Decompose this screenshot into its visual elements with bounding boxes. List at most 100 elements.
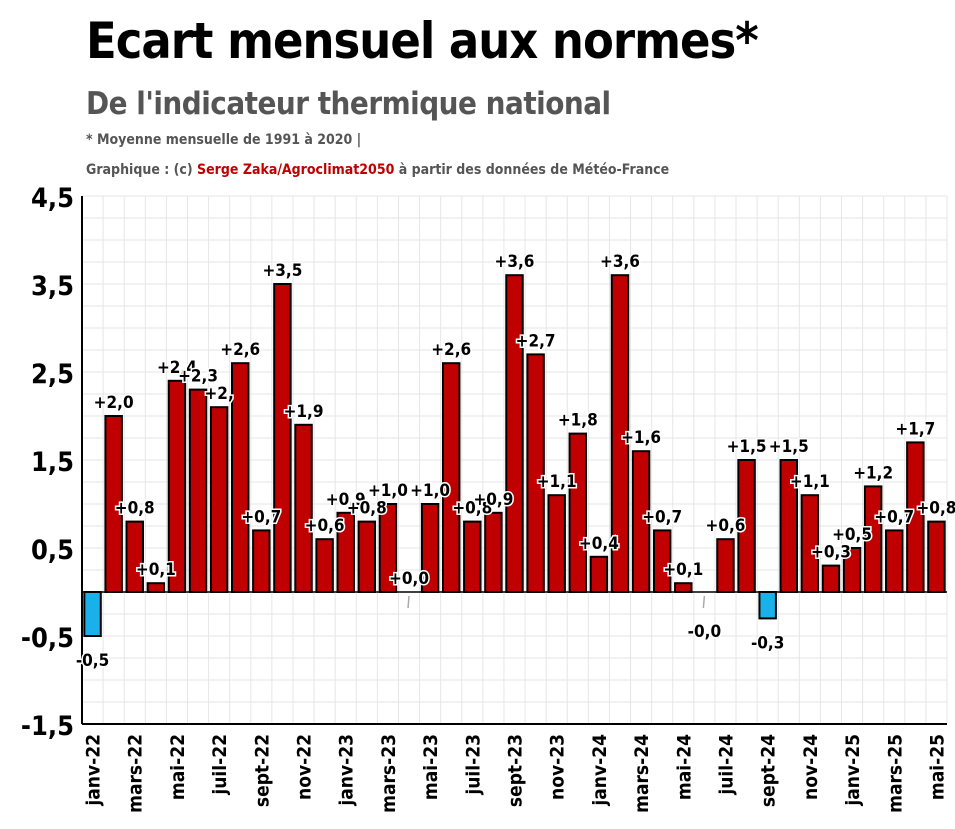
bar: [505, 274, 524, 593]
bar: [146, 582, 166, 594]
data-label: -0,0: [688, 622, 721, 642]
bar: [83, 591, 102, 637]
bar: [463, 520, 482, 593]
credit-line: Graphique : (c) Serge Zaka/Agroclimat205…: [86, 162, 669, 178]
bar: [589, 555, 609, 593]
x-tick-label: mars-23: [378, 734, 400, 813]
x-tick-label: nov-24: [800, 734, 822, 800]
x-tick-label: mars-24: [631, 734, 653, 813]
y-tick-label: -0,5: [21, 623, 74, 654]
data-label: +1,1: [790, 472, 830, 492]
data-label: +1,2: [853, 463, 893, 483]
x-tick-label: nov-22: [294, 734, 316, 800]
bar: [927, 520, 946, 593]
data-label: +2,0: [94, 393, 134, 413]
data-label: +0,1: [136, 560, 176, 580]
data-label: +2,3: [178, 367, 218, 387]
data-label: +2,7: [516, 331, 556, 351]
data-label: +2,6: [220, 340, 260, 360]
data-label: +0,6: [706, 516, 746, 536]
bar: [568, 432, 588, 593]
data-label: +0,5: [832, 525, 872, 545]
bar: [885, 529, 904, 594]
y-tick-label: 1,5: [31, 447, 74, 478]
bar: [125, 520, 144, 593]
x-tick-label: mai-22: [167, 734, 189, 800]
y-tick-label: 0,5: [31, 535, 74, 566]
bar: [188, 388, 208, 593]
x-tick-label: juil-24: [715, 734, 737, 796]
bar-zero-marker: [702, 595, 706, 609]
bar-zero-marker: [407, 595, 410, 609]
data-label: +0,6: [305, 516, 345, 536]
y-tick-label: 2,5: [31, 359, 74, 390]
x-tick-label: juil-22: [209, 734, 231, 796]
data-label: +3,5: [262, 261, 302, 281]
x-tick-label: mars-22: [125, 734, 147, 813]
y-tick-label: -1,5: [21, 711, 74, 742]
data-label: +0,7: [241, 507, 281, 527]
x-tick-label: janv-24: [589, 734, 611, 807]
bar: [716, 538, 735, 594]
data-label: +0,8: [115, 499, 155, 519]
data-label: +0,1: [663, 560, 703, 580]
credit-suffix: à partir des données de Météo-France: [394, 162, 670, 178]
data-label: +0,3: [811, 543, 851, 563]
data-label: +0,4: [579, 534, 619, 554]
bar: [273, 283, 292, 593]
x-tick-label: nov-23: [547, 734, 569, 800]
normals-note: * Moyenne mensuelle de 1991 à 2020 |: [86, 132, 362, 148]
data-label: +3,6: [495, 252, 535, 272]
data-label: +0,8: [452, 499, 492, 519]
data-label: +1,0: [368, 481, 408, 501]
page-title: Ecart mensuel aux normes*: [86, 12, 759, 70]
data-label: +1,7: [895, 419, 935, 439]
data-label: +1,0: [410, 481, 450, 501]
data-label: +0,8: [347, 499, 387, 519]
data-label: +1,9: [284, 402, 324, 422]
x-tick-label: janv-23: [336, 734, 358, 807]
data-label: +2,4: [157, 358, 197, 378]
data-label: +0,7: [874, 507, 914, 527]
page-subtitle: De l'indicateur thermique national: [86, 86, 611, 122]
data-label: +0,7: [642, 507, 682, 527]
data-label: +3,6: [600, 252, 640, 272]
data-label: +0,9: [473, 490, 513, 510]
bar: [231, 362, 250, 594]
data-label: +0,9: [326, 490, 366, 510]
data-label: -0,5: [76, 651, 109, 671]
bar: [315, 538, 334, 594]
bar: [294, 423, 313, 593]
bar: [821, 564, 841, 593]
x-tick-label: mai-23: [420, 734, 442, 800]
credit-prefix: Graphique : (c): [86, 162, 198, 178]
bar: [674, 582, 693, 594]
bar: [484, 511, 503, 593]
x-tick-label: sept-24: [758, 734, 780, 807]
data-label: +2,6: [431, 340, 471, 360]
x-tick-label: mai-24: [673, 734, 695, 800]
x-tick-label: sept-23: [505, 734, 527, 807]
x-tick-label: mai-25: [926, 734, 948, 800]
x-tick-label: janv-22: [83, 734, 105, 807]
data-label: +0,8: [916, 499, 955, 519]
data-label: +1,1: [537, 472, 577, 492]
bar: [252, 529, 271, 594]
data-label: -0,3: [751, 633, 784, 653]
data-label: +1,8: [558, 411, 598, 431]
credit-author: Serge Zaka/Agroclimat2050: [197, 162, 395, 178]
bar: [758, 591, 777, 620]
x-tick-label: mars-25: [884, 734, 906, 813]
data-label: +1,5: [727, 437, 767, 457]
x-tick-label: juil-23: [462, 734, 484, 796]
y-tick-label: 3,5: [31, 271, 74, 302]
data-label: +1,5: [769, 437, 809, 457]
data-label: +2,: [204, 384, 233, 404]
bar: [357, 520, 377, 593]
bar: [209, 406, 229, 594]
y-tick-label: 4,5: [31, 183, 74, 214]
data-label: +1,6: [621, 428, 661, 448]
data-label: +0,0: [389, 569, 429, 589]
x-tick-label: janv-25: [842, 734, 864, 807]
